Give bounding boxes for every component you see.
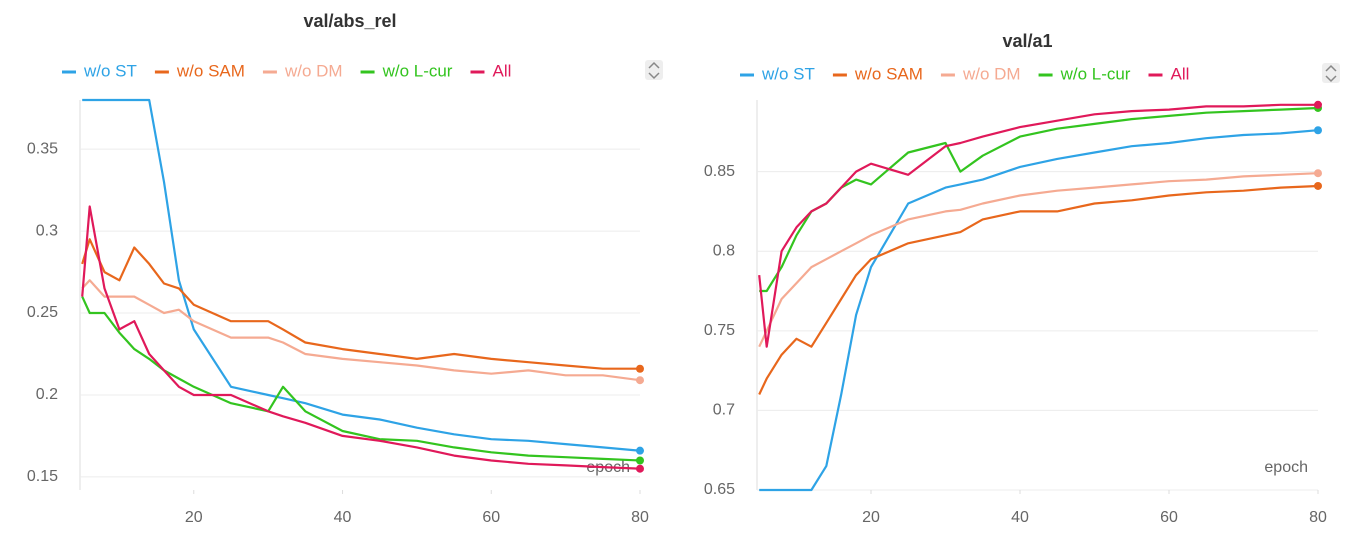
series-line bbox=[758, 103, 1318, 348]
legend-label: All bbox=[1170, 64, 1189, 83]
end-dot bbox=[1314, 126, 1322, 135]
series-line bbox=[81, 296, 641, 462]
legend-item: w/o L-cur bbox=[1038, 64, 1131, 83]
legend-label: w/o ST bbox=[761, 64, 815, 83]
x-tick-label: 20 bbox=[185, 509, 203, 526]
chart-title: val/abs_rel bbox=[303, 11, 396, 31]
series-line bbox=[81, 205, 641, 470]
legend-label: w/o DM bbox=[284, 61, 343, 80]
legend-item: w/o ST bbox=[62, 61, 137, 80]
end-dot bbox=[1314, 181, 1322, 190]
legend-item: w/o DM bbox=[262, 61, 343, 80]
legend-label: w/o SAM bbox=[854, 64, 923, 83]
legend-label: w/o L-cur bbox=[1060, 64, 1131, 83]
end-dot bbox=[636, 456, 644, 465]
legend-label: w/o L-cur bbox=[382, 61, 453, 80]
series-line bbox=[759, 106, 1319, 293]
x-axis-label: epoch bbox=[1264, 459, 1308, 476]
x-tick-label: 80 bbox=[1309, 509, 1327, 526]
y-tick-label: 0.2 bbox=[36, 386, 58, 403]
end-dot bbox=[1314, 169, 1322, 178]
end-dot bbox=[1314, 100, 1322, 109]
legend-toggle[interactable] bbox=[1322, 63, 1340, 83]
toggle-icon bbox=[648, 61, 660, 80]
series-line bbox=[758, 184, 1319, 395]
x-tick-label: 60 bbox=[1160, 509, 1178, 526]
x-tick-label: 40 bbox=[334, 509, 352, 526]
end-dot bbox=[636, 464, 644, 473]
legend-toggle[interactable] bbox=[645, 60, 663, 80]
x-tick-label: 40 bbox=[1011, 509, 1029, 526]
legend-item: w/o L-cur bbox=[360, 61, 453, 80]
legend-item: w/o DM bbox=[940, 64, 1021, 83]
y-tick-label: 0.15 bbox=[27, 468, 58, 485]
legend-label: w/o DM bbox=[962, 64, 1021, 83]
legend-item: All bbox=[470, 61, 511, 80]
y-tick-label: 0.85 bbox=[704, 163, 735, 180]
y-tick-label: 0.8 bbox=[713, 242, 735, 259]
legend-item: w/o SAM bbox=[832, 64, 923, 83]
series-line bbox=[81, 238, 640, 370]
toggle-icon bbox=[1325, 64, 1337, 83]
y-tick-label: 0.75 bbox=[704, 322, 735, 339]
y-tick-label: 0.65 bbox=[704, 481, 735, 498]
legend-item: All bbox=[1148, 64, 1189, 83]
y-tick-label: 0.3 bbox=[36, 222, 58, 239]
legend-label: w/o SAM bbox=[176, 61, 245, 80]
legend-item: w/o SAM bbox=[154, 61, 245, 80]
toggle-bg[interactable] bbox=[645, 60, 663, 80]
series-line bbox=[82, 98, 641, 452]
series-line bbox=[758, 172, 1319, 348]
series-line bbox=[759, 129, 1319, 492]
series-line bbox=[81, 279, 641, 382]
legend-label: All bbox=[492, 61, 511, 80]
y-tick-label: 0.35 bbox=[27, 140, 58, 157]
end-dot bbox=[636, 446, 644, 455]
end-dot bbox=[636, 376, 644, 385]
chart-title: val/a1 bbox=[1002, 31, 1052, 51]
legend-label: w/o ST bbox=[83, 61, 137, 80]
legend-item: w/o ST bbox=[740, 64, 815, 83]
toggle-bg[interactable] bbox=[1322, 63, 1340, 83]
x-tick-label: 20 bbox=[862, 509, 880, 526]
x-tick-label: 80 bbox=[631, 509, 649, 526]
end-dot bbox=[636, 364, 644, 373]
x-tick-label: 60 bbox=[482, 509, 500, 526]
y-tick-label: 0.7 bbox=[713, 402, 735, 419]
y-tick-label: 0.25 bbox=[27, 304, 58, 321]
